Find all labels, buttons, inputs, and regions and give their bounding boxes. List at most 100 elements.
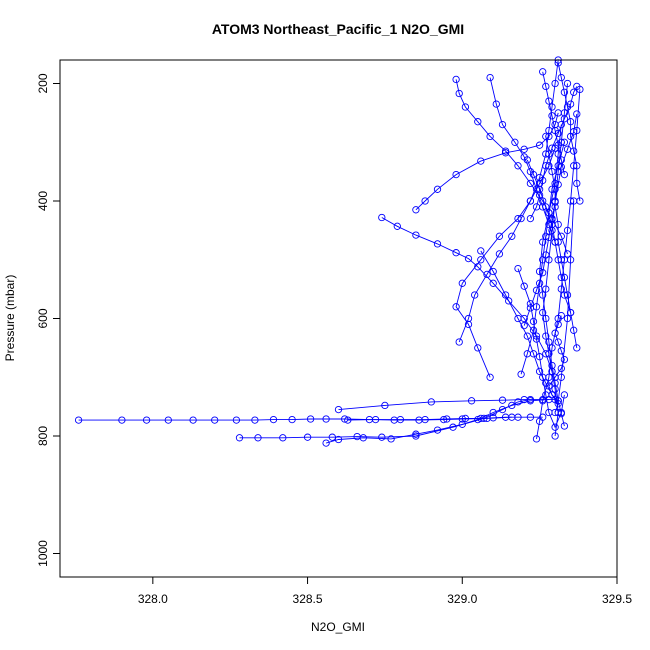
data-point xyxy=(464,320,473,329)
data-point xyxy=(467,397,476,405)
data-point xyxy=(573,82,581,91)
data-point xyxy=(486,73,494,82)
data-point xyxy=(545,233,553,242)
data-point xyxy=(464,254,473,263)
data-point xyxy=(566,132,575,141)
data-point xyxy=(412,231,420,239)
data-point xyxy=(359,434,367,442)
data-point xyxy=(551,126,559,135)
data-point xyxy=(520,321,528,330)
data-point xyxy=(458,279,466,287)
data-point xyxy=(560,138,569,146)
data-point xyxy=(535,353,544,361)
data-point xyxy=(474,118,482,126)
data-point xyxy=(563,103,572,111)
data-point xyxy=(508,401,516,410)
series-line-22 xyxy=(545,136,572,313)
data-point xyxy=(542,285,550,293)
data-point xyxy=(334,435,343,444)
data-point xyxy=(508,232,516,240)
x-tick-label: 328.0 xyxy=(138,592,168,606)
data-point xyxy=(306,415,315,423)
data-point xyxy=(526,214,535,223)
data-point xyxy=(489,267,497,276)
data-point xyxy=(501,147,510,155)
data-point xyxy=(118,416,126,424)
data-point xyxy=(371,415,380,424)
data-point xyxy=(328,433,336,441)
data-point xyxy=(557,364,565,373)
data-point xyxy=(548,226,556,235)
data-point xyxy=(545,132,553,141)
data-point xyxy=(483,270,491,279)
data-point xyxy=(532,286,541,294)
data-point xyxy=(455,338,463,346)
data-point xyxy=(514,413,522,421)
data-point xyxy=(554,238,562,246)
data-point xyxy=(421,415,429,424)
data-point xyxy=(341,415,349,423)
y-tick-label: 200 xyxy=(36,73,50,93)
data-point xyxy=(535,185,544,193)
data-point xyxy=(433,426,442,434)
data-point xyxy=(443,415,451,423)
data-point xyxy=(520,395,528,404)
data-point xyxy=(545,382,553,390)
data-point xyxy=(560,273,569,282)
data-point xyxy=(573,344,581,352)
y-tick-label: 1000 xyxy=(36,540,50,567)
y-tick-label: 800 xyxy=(36,426,50,446)
data-point xyxy=(563,314,572,323)
data-point xyxy=(542,82,550,91)
data-point xyxy=(542,251,550,259)
data-point xyxy=(551,408,559,417)
data-point xyxy=(303,433,312,441)
data-point xyxy=(464,314,473,323)
data-point xyxy=(523,350,531,358)
data-point xyxy=(396,415,405,424)
data-point xyxy=(573,179,581,188)
data-point xyxy=(539,373,547,381)
data-point xyxy=(532,435,541,443)
data-point xyxy=(557,73,565,82)
data-point xyxy=(545,150,553,158)
data-point xyxy=(548,367,556,376)
data-point xyxy=(322,439,330,447)
data-point xyxy=(560,170,569,179)
data-point xyxy=(489,414,497,422)
data-point xyxy=(526,304,535,312)
data-point xyxy=(573,110,581,118)
data-point xyxy=(566,197,575,205)
data-point xyxy=(551,385,559,393)
data-point xyxy=(492,100,500,108)
data-point xyxy=(548,361,556,370)
data-point xyxy=(539,238,547,246)
data-point xyxy=(498,120,507,129)
y-tick-label: 400 xyxy=(36,191,50,211)
data-point xyxy=(551,203,559,211)
data-point xyxy=(557,163,565,171)
data-point xyxy=(452,75,460,84)
data-point xyxy=(551,379,559,387)
data-point xyxy=(211,416,219,424)
series-line-14 xyxy=(542,83,568,437)
data-point xyxy=(548,216,556,224)
data-point xyxy=(412,206,420,214)
data-point xyxy=(535,279,544,287)
x-tick-label: 329.0 xyxy=(447,592,477,606)
data-point xyxy=(489,408,497,417)
data-point xyxy=(486,373,494,381)
data-point xyxy=(511,138,519,146)
data-point xyxy=(477,256,485,264)
series-line-3 xyxy=(239,399,531,439)
data-point xyxy=(554,338,562,346)
data-point xyxy=(554,220,562,229)
data-point xyxy=(542,203,550,211)
data-point xyxy=(563,291,572,299)
data-point xyxy=(461,414,470,423)
data-point xyxy=(539,269,547,277)
data-point xyxy=(551,185,559,193)
data-point xyxy=(412,430,420,438)
data-point xyxy=(334,405,343,414)
